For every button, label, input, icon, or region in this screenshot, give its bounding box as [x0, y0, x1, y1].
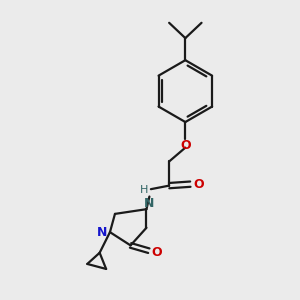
- Text: N: N: [144, 196, 154, 209]
- Text: O: O: [152, 246, 162, 259]
- Text: N: N: [97, 226, 108, 239]
- Text: H: H: [140, 185, 148, 195]
- Text: O: O: [180, 140, 190, 152]
- Text: O: O: [193, 178, 204, 191]
